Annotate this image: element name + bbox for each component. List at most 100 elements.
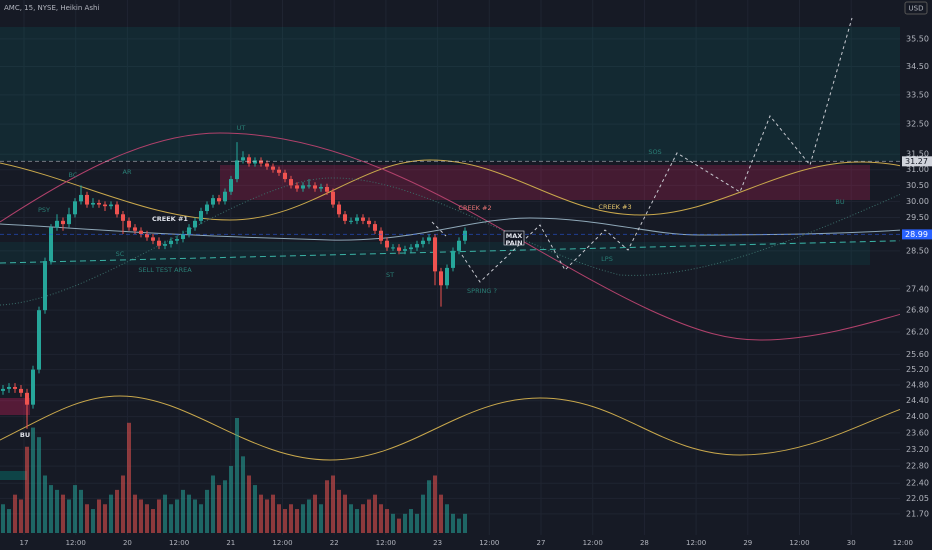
volume-bar xyxy=(211,475,215,533)
candle-body xyxy=(169,240,173,245)
x-tick-label: 12:00 xyxy=(479,539,499,547)
candle-body xyxy=(199,211,203,221)
volume-bar xyxy=(229,465,233,533)
volume-bar xyxy=(253,485,257,533)
candle-body xyxy=(103,204,107,207)
volume-bar xyxy=(163,494,167,533)
candle-body xyxy=(319,186,323,189)
x-tick-label: 28 xyxy=(640,539,649,547)
volume-bar xyxy=(331,475,335,533)
y-tick-label: 23.60 xyxy=(906,428,929,437)
volume-bar xyxy=(397,518,401,533)
candle-body xyxy=(181,234,185,240)
candle-body xyxy=(1,388,5,391)
candle-body xyxy=(457,240,461,251)
candle-body xyxy=(343,214,347,221)
candle-body xyxy=(7,386,11,389)
x-tick-label: 12:00 xyxy=(686,539,706,547)
y-tick-label: 35.50 xyxy=(906,34,929,43)
zone xyxy=(0,471,27,480)
y-tick-label: 29.50 xyxy=(906,213,929,222)
volume-bar xyxy=(55,489,59,533)
price-axis xyxy=(900,0,932,550)
candle-body xyxy=(217,198,221,202)
x-tick-label: 12:00 xyxy=(893,539,913,547)
y-tick-label: 30.00 xyxy=(906,197,929,206)
candle-body xyxy=(421,240,425,245)
candle-body xyxy=(289,179,293,186)
volume-bar xyxy=(439,494,443,533)
candle-body xyxy=(151,237,155,241)
price-label-box xyxy=(902,156,932,167)
y-tick-label: 25.20 xyxy=(906,365,929,374)
candle-body xyxy=(19,388,23,393)
y-tick-label: 21.70 xyxy=(906,509,929,518)
candle-body xyxy=(379,230,383,241)
volume-bar xyxy=(463,513,467,533)
volume-bar xyxy=(295,509,299,533)
candle-body xyxy=(127,220,131,228)
candle-body xyxy=(403,249,407,251)
x-tick-label: 17 xyxy=(20,539,29,547)
candle-body xyxy=(247,157,251,164)
volume-bar xyxy=(409,509,413,533)
candle-body xyxy=(271,166,275,170)
volume-bar xyxy=(313,494,317,533)
candle-body xyxy=(439,271,443,286)
candle-body xyxy=(235,160,239,180)
volume-bar xyxy=(145,504,149,533)
annotation: BU xyxy=(20,431,30,439)
volume-bar xyxy=(37,437,41,533)
y-tick-label: 31.00 xyxy=(906,165,929,174)
candle-body xyxy=(277,169,281,173)
y-tick-label: 23.20 xyxy=(906,445,929,454)
candle-body xyxy=(445,267,449,286)
candle-body xyxy=(157,240,161,246)
candle-body xyxy=(79,194,83,202)
volume-bar xyxy=(121,475,125,533)
volume-bar xyxy=(355,509,359,533)
volume-bar xyxy=(103,504,107,533)
zone xyxy=(0,27,900,161)
volume-bar xyxy=(13,494,17,533)
volume-bar xyxy=(301,504,305,533)
volume-bar xyxy=(325,480,329,533)
volume-bar xyxy=(361,504,365,533)
y-tick-label: 24.00 xyxy=(906,412,929,421)
candle-body xyxy=(61,220,65,225)
cycle-curve xyxy=(0,132,932,341)
volume-bar xyxy=(187,494,191,533)
volume-bar xyxy=(133,494,137,533)
candle-body xyxy=(463,230,467,241)
candle-body xyxy=(85,194,89,205)
volume-bar xyxy=(283,509,287,533)
x-tick-label: 20 xyxy=(123,539,132,547)
volume-bar xyxy=(61,494,65,533)
x-tick-label: 30 xyxy=(847,539,856,547)
volume-bar xyxy=(127,422,131,533)
marks xyxy=(0,142,900,533)
x-tick-label: 12:00 xyxy=(66,539,86,547)
candle-body xyxy=(67,214,71,225)
volume-bar xyxy=(175,499,179,533)
candle-body xyxy=(259,160,263,164)
annotation: ST xyxy=(386,271,394,279)
y-tick-label: 22.40 xyxy=(906,479,929,488)
volume-bar xyxy=(427,480,431,533)
candle-body xyxy=(331,191,335,205)
candle-body xyxy=(367,220,371,225)
candle-body xyxy=(229,179,233,192)
x-tick-label: 21 xyxy=(226,539,235,547)
time-axis xyxy=(0,535,900,550)
volume-bar xyxy=(193,499,197,533)
volume-bar xyxy=(421,494,425,533)
annotation: BU xyxy=(835,198,844,206)
candle-body xyxy=(337,204,341,215)
x-tick-label: 12:00 xyxy=(583,539,603,547)
annotation: BC xyxy=(69,171,78,179)
candle-body xyxy=(385,240,389,248)
projection-path xyxy=(431,17,853,283)
trend-line xyxy=(0,239,932,264)
